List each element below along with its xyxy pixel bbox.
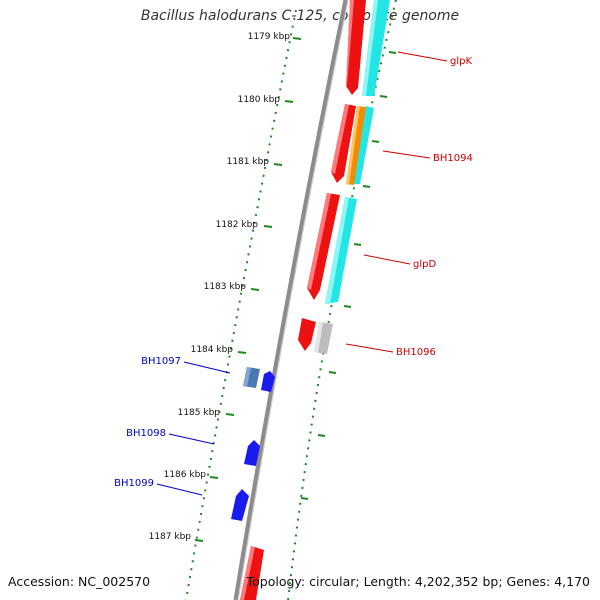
leader-line: [168, 433, 215, 445]
genome-backbone: [233, 0, 349, 600]
cds-BH1097: [261, 371, 275, 392]
outer-tick-dashes: [300, 51, 397, 500]
tick-label: 1185 kbp: [178, 408, 221, 418]
tick-label: 1187 kbp: [149, 532, 192, 542]
forward-gene-labels: glpK BH1094 glpD BH1096: [345, 51, 473, 358]
gene-label-BH1094: BH1094: [433, 153, 473, 164]
genome-backbone-highlight: [237, 0, 349, 600]
tick-label: 1179 kbp: [248, 32, 291, 42]
leader-line: [397, 51, 448, 62]
hit-BH1094: [354, 106, 374, 184]
gene-label-glpK: glpK: [450, 56, 472, 67]
leader-line: [363, 254, 411, 265]
cds-BH1094: [331, 104, 356, 183]
leader-line: [183, 361, 231, 374]
topology-text: Topology: circular; Length: 4,202,352 bp…: [246, 574, 590, 589]
leader-line: [382, 150, 431, 159]
tick-label: 1181 kbp: [227, 157, 270, 167]
leader-line: [345, 343, 394, 353]
forward-cds-features: [240, 0, 366, 600]
tick-label: 1182 kbp: [216, 220, 259, 230]
tick-label: 1183 kbp: [204, 282, 247, 292]
cds-glpD: [307, 193, 340, 300]
tick-label: 1180 kbp: [238, 95, 281, 105]
inner-tick-dashes: [194, 37, 302, 542]
inner-dotted-ring: [185, 9, 297, 600]
gene-label-BH1098: BH1098: [126, 428, 166, 439]
cds-BH1099: [231, 489, 249, 521]
reverse-cds-features: [231, 367, 275, 521]
outer-dotted-ring: [287, 0, 397, 600]
cds-BH1096: [298, 318, 316, 351]
tick-labels: 1179 kbp 1180 kbp 1181 kbp 1182 kbp 1183…: [149, 32, 291, 542]
tick-label: 1184 kbp: [191, 345, 234, 355]
blast-hit-features: [314, 0, 390, 354]
gene-label-BH1097: BH1097: [141, 356, 181, 367]
tick-label: 1186 kbp: [164, 470, 207, 480]
cds-BH1098: [244, 440, 260, 466]
gene-label-BH1096: BH1096: [396, 347, 436, 358]
leader-line: [156, 483, 203, 496]
accession-text: Accession: NC_002570: [8, 574, 151, 589]
reverse-gene-labels: BH1097 BH1098 BH1099: [114, 356, 231, 496]
gene-label-BH1099: BH1099: [114, 478, 154, 489]
gene-label-glpD: glpD: [413, 259, 436, 270]
